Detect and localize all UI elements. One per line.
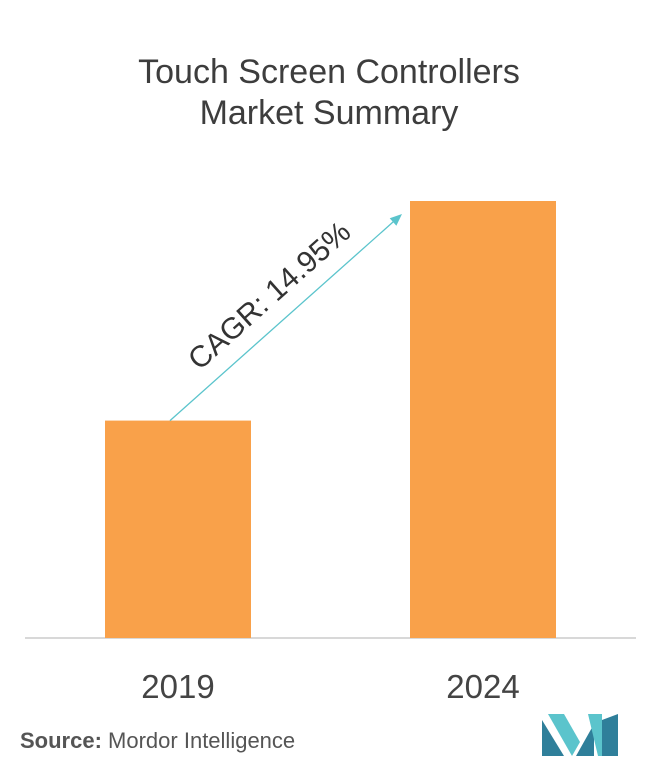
- title-line-1: Touch Screen Controllers: [138, 53, 520, 91]
- x-tick-label: 2019: [141, 668, 214, 705]
- chart-title: Touch Screen Controllers Market Summary: [0, 52, 658, 134]
- cagr-arrow-head: [389, 214, 402, 226]
- source-note: Source: Mordor Intelligence: [20, 728, 295, 754]
- cagr-arrow-line: [169, 220, 395, 422]
- cagr-annotation: CAGR: 14.95%: [169, 214, 402, 422]
- source-text: Mordor Intelligence: [108, 728, 296, 753]
- cagr-label: CAGR: 14.95%: [182, 215, 357, 376]
- bar-2024: [410, 201, 556, 638]
- x-tick-label: 2024: [446, 668, 519, 705]
- mordor-logo-icon: [542, 714, 618, 756]
- source-label: Source:: [20, 728, 102, 753]
- title-line-2: Market Summary: [199, 94, 459, 132]
- bar-2019: [105, 420, 251, 638]
- bar-chart: 2019 2024 CAGR: 14.95%: [25, 201, 636, 705]
